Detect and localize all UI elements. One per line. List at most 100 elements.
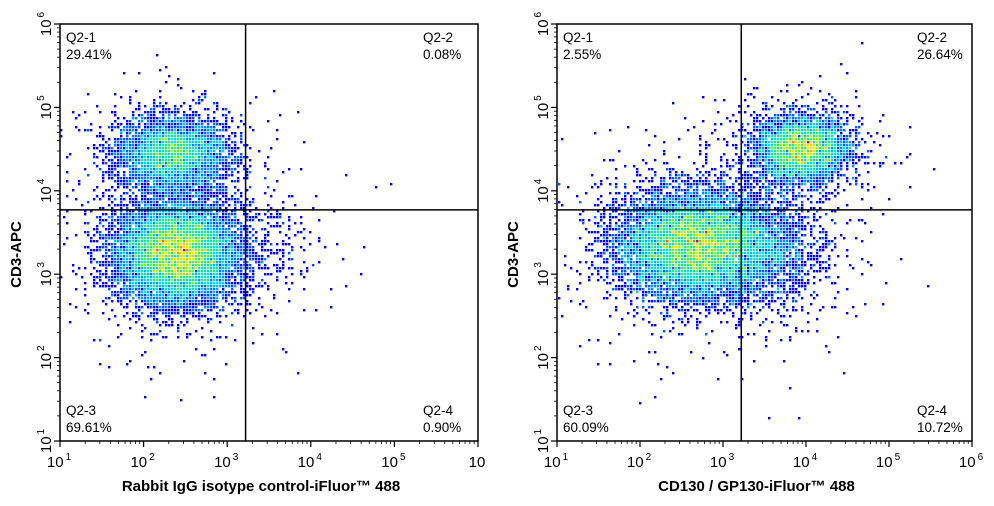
density-cell	[180, 207, 182, 209]
density-cell	[180, 261, 182, 263]
density-cell	[171, 285, 173, 287]
density-cell	[699, 231, 701, 233]
density-cell	[222, 243, 224, 245]
density-cell	[777, 135, 779, 137]
density-cell	[702, 231, 704, 233]
density-cell	[819, 216, 821, 218]
density-cell	[195, 132, 197, 134]
density-cell	[783, 129, 785, 131]
density-cell	[849, 144, 851, 146]
density-cell	[819, 132, 821, 134]
density-cell	[795, 141, 797, 143]
density-cell	[177, 306, 179, 308]
density-cell	[807, 174, 809, 176]
density-cell	[192, 243, 194, 245]
density-cell	[141, 144, 143, 146]
density-cell	[216, 258, 218, 260]
density-cell	[759, 162, 761, 164]
density-cell	[105, 267, 107, 269]
density-cell	[225, 243, 227, 245]
density-cell	[195, 255, 197, 257]
density-cell	[849, 129, 851, 131]
density-cell	[255, 237, 257, 239]
density-cell	[657, 252, 659, 254]
density-cell	[792, 108, 794, 110]
density-cell	[156, 252, 158, 254]
density-cell	[252, 342, 254, 344]
density-cell	[162, 336, 164, 338]
density-cell	[750, 261, 752, 263]
density-cell	[678, 240, 680, 242]
density-cell	[231, 231, 233, 233]
density-cell	[825, 123, 827, 125]
density-cell	[150, 108, 152, 110]
density-cell	[171, 303, 173, 305]
density-cell	[816, 120, 818, 122]
density-cell	[168, 207, 170, 209]
density-cell	[771, 219, 773, 221]
density-cell	[168, 261, 170, 263]
tick-exponent: 5	[400, 452, 406, 463]
density-cell	[126, 267, 128, 269]
density-cell	[204, 150, 206, 152]
density-cell	[147, 135, 149, 137]
density-cell	[687, 288, 689, 290]
density-cell	[756, 258, 758, 260]
density-cell	[723, 282, 725, 284]
density-cell	[156, 291, 158, 293]
density-cell	[117, 231, 119, 233]
density-cell	[711, 231, 713, 233]
density-cell	[192, 261, 194, 263]
density-cell	[132, 135, 134, 137]
density-cell	[840, 138, 842, 140]
density-cell	[810, 168, 812, 170]
density-cell	[219, 252, 221, 254]
density-cell	[762, 147, 764, 149]
density-cell	[147, 144, 149, 146]
density-cell	[141, 207, 143, 209]
density-cell	[240, 279, 242, 281]
density-cell	[804, 165, 806, 167]
density-cell	[237, 255, 239, 257]
density-cell	[135, 252, 137, 254]
density-cell	[855, 183, 857, 185]
density-cell	[114, 243, 116, 245]
density-cell	[177, 294, 179, 296]
density-cell	[216, 255, 218, 257]
density-cell	[144, 135, 146, 137]
density-cell	[900, 162, 902, 164]
density-cell	[720, 231, 722, 233]
density-cell	[126, 165, 128, 167]
density-cell	[855, 156, 857, 158]
density-cell	[234, 156, 236, 158]
density-cell	[222, 135, 224, 137]
density-cell	[210, 306, 212, 308]
density-cell	[249, 270, 251, 272]
density-cell	[84, 294, 86, 296]
density-cell	[228, 258, 230, 260]
tick-base: 10	[298, 454, 315, 471]
density-cell	[240, 222, 242, 224]
density-cell	[219, 183, 221, 185]
density-cell	[789, 180, 791, 182]
density-cell	[795, 129, 797, 131]
density-cell	[162, 114, 164, 116]
density-cell	[171, 306, 173, 308]
density-cell	[195, 270, 197, 272]
density-cell	[711, 261, 713, 263]
density-cell	[744, 219, 746, 221]
density-cell	[147, 198, 149, 200]
density-cell	[228, 111, 230, 113]
density-cell	[831, 144, 833, 146]
density-cell	[105, 261, 107, 263]
density-cell	[261, 285, 263, 287]
density-cell	[141, 297, 143, 299]
density-cell	[246, 177, 248, 179]
quadrant-percent: 29.41%	[66, 47, 112, 62]
quadrant-name: Q2-4	[423, 403, 454, 418]
density-cell	[792, 156, 794, 158]
density-cell	[672, 243, 674, 245]
density-cell	[198, 189, 200, 191]
density-cell	[771, 135, 773, 137]
density-cell	[180, 198, 182, 200]
